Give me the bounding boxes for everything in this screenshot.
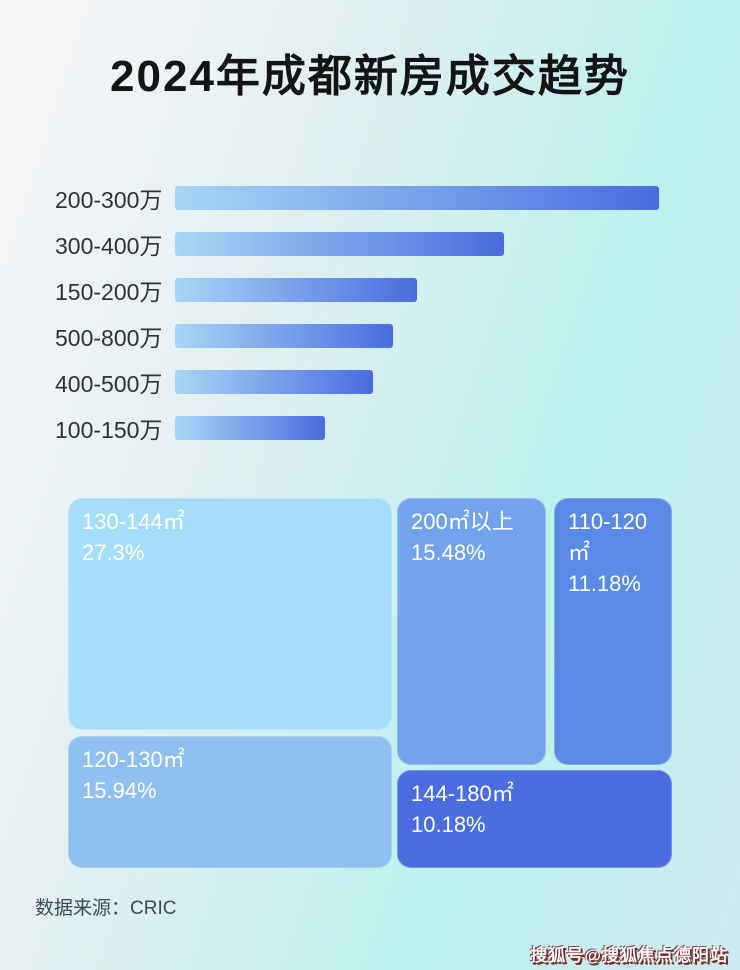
area-size-treemap: 130-144㎡ 27.3% 200㎡以上 15.48% 110-120㎡ 11… — [68, 498, 672, 868]
bar-track — [175, 232, 695, 256]
treemap-block-label: 200㎡以上 — [411, 509, 514, 534]
treemap-block-percent: 10.18% — [411, 811, 486, 837]
treemap-block-percent: 11.18% — [568, 570, 641, 596]
treemap-block-120-130: 120-130㎡ 15.94% — [68, 736, 392, 868]
bar-track — [175, 324, 695, 348]
bar-label: 150-200万 — [55, 279, 163, 305]
treemap-block-label: 110-120㎡ — [568, 509, 648, 565]
treemap-block-percent: 15.48% — [411, 539, 486, 565]
bar-row: 200-300万 — [55, 186, 695, 213]
bar — [175, 416, 325, 440]
bar — [175, 186, 659, 210]
bar-label: 300-400万 — [55, 233, 163, 259]
treemap-block-percent: 15.94% — [82, 777, 157, 803]
bar-track — [175, 370, 695, 394]
bar — [175, 370, 373, 394]
bar-row: 300-400万 — [55, 232, 695, 259]
bar-row: 100-150万 — [55, 416, 695, 443]
treemap-block-label: 130-144㎡ — [82, 509, 185, 534]
treemap-block-144-180: 144-180㎡ 10.18% — [397, 770, 672, 868]
data-source-label: 数据来源：CRIC — [35, 898, 177, 919]
price-range-bar-chart: 200-300万 300-400万 150-200万 500-800万 400-… — [55, 186, 695, 462]
treemap-block-label: 144-180㎡ — [411, 781, 514, 806]
bar-row: 500-800万 — [55, 324, 695, 351]
page-title: 2024年成都新房成交趋势 — [110, 52, 630, 101]
treemap-block-130-144: 130-144㎡ 27.3% — [68, 498, 392, 730]
treemap-block-label: 120-130㎡ — [82, 747, 185, 772]
bar-track — [175, 416, 695, 440]
treemap-block-110-120: 110-120㎡ 11.18% — [554, 498, 672, 765]
bar — [175, 324, 393, 348]
bar-track — [175, 186, 695, 210]
bar-track — [175, 278, 695, 302]
treemap-block-200-plus: 200㎡以上 15.48% — [397, 498, 546, 765]
bar-label: 400-500万 — [55, 371, 163, 397]
treemap-block-percent: 27.3% — [82, 539, 145, 565]
bar — [175, 278, 417, 302]
bar-label: 500-800万 — [55, 325, 163, 351]
bar-row: 400-500万 — [55, 370, 695, 397]
bar — [175, 232, 504, 256]
watermark: 搜狐号@搜狐焦点德阳站 — [530, 946, 728, 965]
bar-row: 150-200万 — [55, 278, 695, 305]
bar-label: 200-300万 — [55, 187, 163, 213]
bar-label: 100-150万 — [55, 417, 163, 443]
